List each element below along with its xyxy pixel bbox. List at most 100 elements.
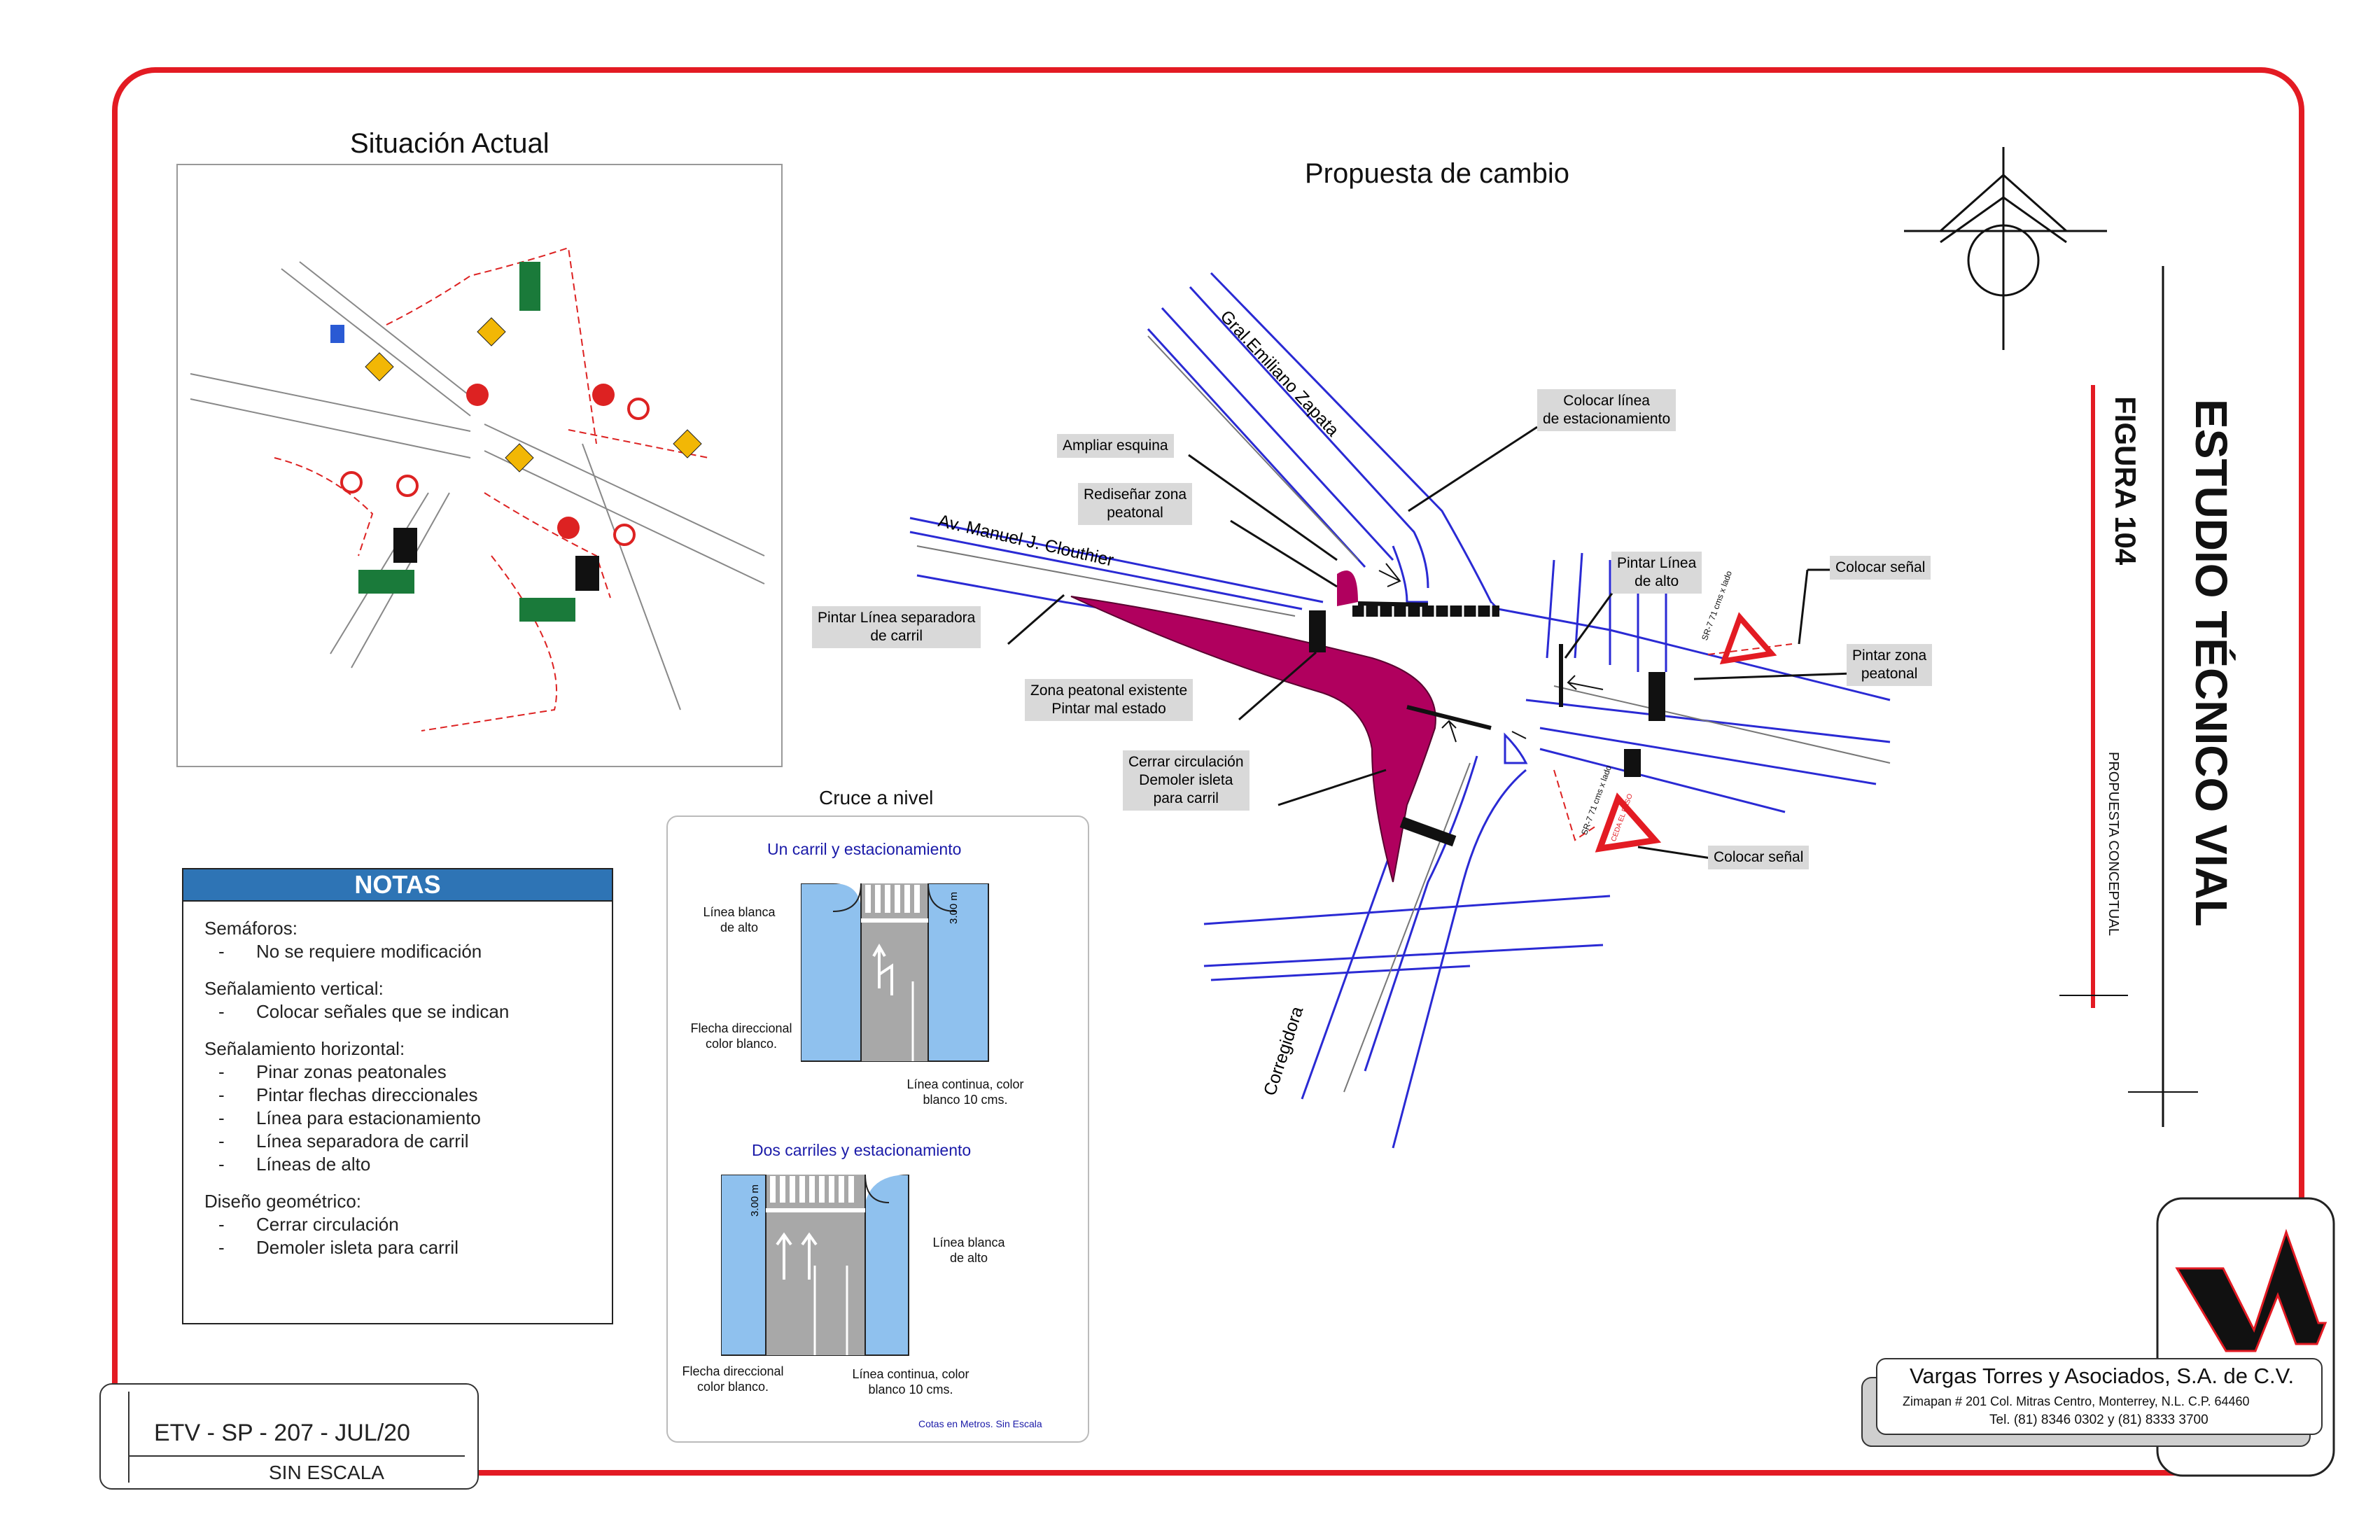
dash: - bbox=[218, 1001, 225, 1022]
note-line: Línea blanca bbox=[932, 1236, 1005, 1250]
drawing-code-box: ETV - SP - 207 - JUL/20 SIN ESCALA bbox=[99, 1383, 479, 1490]
cruce-footnote: Cotas en Metros. Sin Escala bbox=[918, 1418, 1042, 1429]
note-line: Flecha direccional bbox=[690, 1021, 792, 1035]
notes-section-horizontal: Señalamiento horizontal: - Pinar zonas pe… bbox=[204, 1037, 591, 1176]
cruce-two-title: Dos carriles y estacionamiento bbox=[752, 1141, 972, 1159]
study-title: ESTUDIO TÉCNICO VIAL bbox=[2186, 399, 2236, 927]
notes-section-semaforos: Semáforos: - No se requiere modificación bbox=[204, 917, 591, 963]
callout-colocar-senal-bottom: Colocar señal bbox=[1708, 846, 1809, 869]
vta-logo-icon bbox=[2175, 1228, 2328, 1352]
cruce-one-diagram bbox=[801, 883, 989, 1062]
list-item: - Línea para estacionamiento bbox=[204, 1107, 591, 1130]
dash: - bbox=[218, 1061, 225, 1082]
cruce-one-stop: Línea blanca de alto bbox=[696, 904, 783, 935]
callout-line: Demoler isleta bbox=[1139, 772, 1233, 788]
sr7-sign-icon bbox=[1595, 612, 1777, 853]
notes-panel: NOTAS Semáforos: - No se requiere modific… bbox=[182, 868, 613, 1324]
drawing-scale: SIN ESCALA bbox=[269, 1462, 384, 1483]
callout-line: de estacionamiento bbox=[1543, 411, 1671, 427]
dash: - bbox=[218, 1107, 225, 1128]
note-line: Flecha direccional bbox=[682, 1364, 784, 1378]
list-item-text: Cerrar circulación bbox=[256, 1214, 399, 1235]
callout-cerrar-circulacion: Cerrar circulación Demoler isleta para c… bbox=[1123, 750, 1250, 811]
note-line: de alto bbox=[949, 1251, 988, 1265]
list-item-text: Líneas de alto bbox=[256, 1154, 371, 1175]
cruce-one-dim: 3.00 m bbox=[948, 892, 960, 924]
callout-redisenar-zona: Rediseñar zona peatonal bbox=[1078, 483, 1193, 525]
note-line: de alto bbox=[720, 920, 759, 934]
notes-section-title: Semáforos: bbox=[204, 918, 298, 939]
situacion-actual-title: Situación Actual bbox=[350, 128, 550, 159]
callout-line: Pintar mal estado bbox=[1051, 701, 1166, 717]
callout-line: para carril bbox=[1153, 790, 1219, 806]
list-item: - Cerrar circulación bbox=[204, 1213, 591, 1236]
dash: - bbox=[218, 1130, 225, 1152]
callout-ampliar-esquina: Ampliar esquina bbox=[1057, 434, 1174, 458]
callout-pintar-zona: Pintar zona peatonal bbox=[1847, 644, 1933, 686]
propuesta-title: Propuesta de cambio bbox=[1305, 158, 1570, 189]
cruce-title: Cruce a nivel bbox=[819, 787, 934, 808]
cruce-two-line-note: Línea continua, color blanco 10 cms. bbox=[837, 1366, 984, 1397]
note-line: Línea blanca bbox=[703, 905, 776, 919]
cruce-two-stop: Línea blanca de alto bbox=[925, 1235, 1012, 1266]
cruce-two-dim: 3.00 m bbox=[749, 1184, 761, 1217]
note-line: color blanco. bbox=[696, 1380, 769, 1394]
notes-header: NOTAS bbox=[183, 869, 612, 902]
arrow-icon bbox=[801, 1232, 818, 1280]
callout-line: de carril bbox=[870, 628, 923, 644]
list-item-text: Línea separadora de carril bbox=[256, 1130, 469, 1152]
notes-section-title: Señalamiento horizontal: bbox=[204, 1038, 405, 1059]
arrow-icon bbox=[776, 1232, 792, 1280]
callout-line: Colocar línea bbox=[1563, 393, 1650, 409]
cruce-one-line-note: Línea continua, color blanco 10 cms. bbox=[892, 1077, 1039, 1107]
notes-section-vertical: Señalamiento vertical: - Colocar señales … bbox=[204, 977, 591, 1023]
figure-number: FIGURA 104 bbox=[2109, 396, 2142, 566]
dash: - bbox=[218, 941, 225, 962]
callout-line: peatonal bbox=[1861, 666, 1918, 682]
dash: - bbox=[218, 1084, 225, 1105]
callout-line: de alto bbox=[1634, 573, 1679, 589]
note-line: blanco 10 cms. bbox=[868, 1382, 953, 1396]
arrow-icon bbox=[872, 943, 893, 995]
figure-subtitle: PROPUESTA CONCEPTUAL bbox=[2106, 752, 2121, 937]
notes-section-title: Diseño geométrico: bbox=[204, 1191, 361, 1212]
list-item-text: Línea para estacionamiento bbox=[256, 1107, 481, 1128]
note-line: color blanco. bbox=[705, 1037, 778, 1051]
note-line: Línea continua, color bbox=[906, 1077, 1024, 1091]
company-name: Vargas Torres y Asociados, S.A. de C.V. bbox=[1910, 1364, 2295, 1388]
company-block: Vargas Torres y Asociados, S.A. de C.V. … bbox=[1876, 1358, 2323, 1435]
callout-line: Rediseñar zona bbox=[1084, 486, 1187, 503]
notes-section-geometrico: Diseño geométrico: - Cerrar circulación -… bbox=[204, 1190, 591, 1259]
callout-line: Pintar Línea separadora bbox=[818, 610, 976, 626]
list-item: - Colocar señales que se indican bbox=[204, 1000, 591, 1023]
list-item-text: Demoler isleta para carril bbox=[256, 1237, 458, 1258]
note-line: Línea continua, color bbox=[852, 1367, 969, 1381]
dash: - bbox=[218, 1214, 225, 1235]
list-item-text: Pintar flechas direccionales bbox=[256, 1084, 478, 1105]
demolish-area bbox=[1070, 596, 1436, 883]
list-item-text: No se requiere modificación bbox=[256, 941, 482, 962]
callout-line: peatonal bbox=[1107, 505, 1163, 521]
situacion-actual-panel bbox=[176, 164, 783, 767]
list-item-text: Pinar zonas peatonales bbox=[256, 1061, 447, 1082]
callout-line: Pintar Línea bbox=[1617, 555, 1697, 571]
list-item: - Líneas de alto bbox=[204, 1153, 591, 1176]
company-phone: Tel. (81) 8346 0302 y (81) 8333 3700 bbox=[1989, 1413, 2208, 1427]
list-item: - Pintar flechas direccionales bbox=[204, 1084, 591, 1107]
list-item: - Línea separadora de carril bbox=[204, 1130, 591, 1153]
callout-linea-separadora: Pintar Línea separadora de carril bbox=[812, 606, 981, 648]
note-line: blanco 10 cms. bbox=[923, 1093, 1008, 1107]
north-arrow-icon bbox=[1904, 147, 2107, 350]
cruce-two-diagram bbox=[721, 1175, 909, 1356]
cruce-one-title: Un carril y estacionamiento bbox=[767, 840, 962, 858]
callout-line: Pintar zona bbox=[1852, 648, 1927, 664]
company-address: Zimapan # 201 Col. Mitras Centro, Monter… bbox=[1903, 1394, 2250, 1408]
callout-pintar-alto: Pintar Línea de alto bbox=[1611, 552, 1702, 594]
dash: - bbox=[218, 1154, 225, 1175]
list-item: - Pinar zonas peatonales bbox=[204, 1060, 591, 1084]
notes-section-title: Señalamiento vertical: bbox=[204, 978, 384, 999]
callout-line: Zona peatonal existente bbox=[1030, 682, 1188, 699]
callout-zona-existente: Zona peatonal existente Pintar mal estad… bbox=[1025, 679, 1194, 721]
list-item: - Demoler isleta para carril bbox=[204, 1236, 591, 1259]
